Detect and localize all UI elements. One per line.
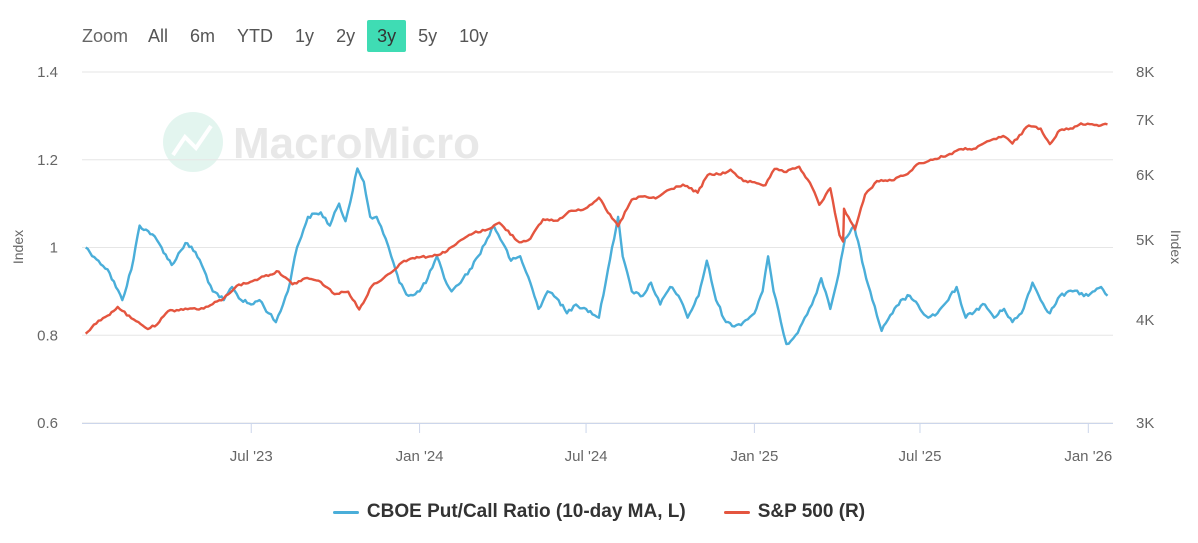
x-tick-label: Jul '24 (565, 448, 608, 465)
y-right-tick-label: 5K (1136, 232, 1154, 249)
zoom-button-1y[interactable]: 1y (295, 26, 315, 46)
legend-label-put-call: CBOE Put/Call Ratio (10-day MA, L) (366, 501, 686, 522)
gridlines (82, 71, 1113, 424)
y-right-tick-label: 4K (1136, 312, 1154, 329)
legend-swatch-sp500 (723, 510, 750, 514)
y-right-tick-label: 7K (1136, 112, 1154, 129)
zoom-button-10y[interactable]: 10y (459, 26, 489, 46)
zoom-label: Zoom (82, 25, 129, 46)
y-axis-right: 3K 4K 5K 6K 7K 8K (1136, 64, 1154, 432)
x-tick-label: Jan '26 (1064, 448, 1112, 465)
zoom-button-3y[interactable]: 3y (367, 20, 407, 52)
watermark-text: MacroMicro (233, 119, 480, 168)
legend-label-sp500: S&P 500 (R) (757, 501, 866, 522)
legend-swatch-put-call (332, 510, 359, 514)
zoom-button-6m[interactable]: 6m (190, 26, 216, 46)
y-axis-left: 0.6 0.8 1 1.2 1.4 (37, 64, 58, 432)
y-axis-right-title: Index (1168, 230, 1184, 264)
y-left-tick-label: 0.8 (37, 327, 58, 344)
legend: CBOE Put/Call Ratio (10-day MA, L) S&P 5… (0, 498, 1198, 526)
x-axis: Jul '23 Jan '24 Jul '24 Jan '25 Jul '25 Jan '… (82, 423, 1113, 465)
y-left-tick-label: 1.2 (37, 152, 58, 169)
chart-area[interactable]: MacroMicro Jul '23 Jan '24 Jul '24 Jan '25 J… (0, 0, 1198, 490)
zoom-button-2y[interactable]: 2y (336, 26, 356, 46)
watermark: MacroMicro (163, 112, 480, 172)
x-tick-label: Jan '24 (396, 448, 444, 465)
watermark-logo-mark (171, 124, 213, 157)
x-tick-label: Jul '25 (899, 448, 942, 465)
y-left-tick-label: 1.4 (37, 64, 58, 81)
x-tick-label: Jul '23 (230, 448, 273, 465)
series-line-put-call (85, 167, 1109, 346)
legend-item-put-call[interactable]: CBOE Put/Call Ratio (10-day MA, L) (332, 501, 686, 523)
watermark-logo-icon (163, 112, 223, 172)
zoom-button-ytd[interactable]: YTD (237, 26, 274, 46)
legend-item-sp500[interactable]: S&P 500 (R) (723, 501, 866, 523)
zoom-button-5y[interactable]: 5y (418, 26, 438, 46)
y-right-tick-label: 3K (1136, 415, 1154, 432)
x-tick-label: Jan '25 (730, 448, 778, 465)
zoom-bar: Zoom All 6m YTD 1y 2y 3y 5y 10y (72, 20, 500, 52)
y-right-tick-label: 8K (1136, 64, 1154, 81)
series-line-sp500 (84, 122, 1108, 335)
series-layer (84, 122, 1109, 346)
y-right-tick-label: 6K (1136, 167, 1154, 184)
y-axis-left-title: Index (10, 230, 26, 264)
zoom-button-all[interactable]: All (148, 26, 169, 46)
y-left-tick-label: 0.6 (37, 415, 58, 432)
y-left-tick-label: 1 (50, 240, 58, 257)
